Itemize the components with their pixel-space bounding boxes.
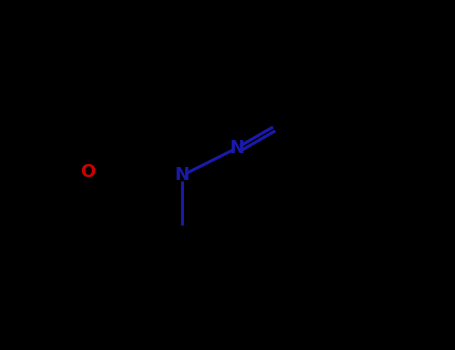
Text: O: O xyxy=(81,163,96,181)
Text: N: N xyxy=(175,166,189,184)
Text: N: N xyxy=(229,139,244,157)
